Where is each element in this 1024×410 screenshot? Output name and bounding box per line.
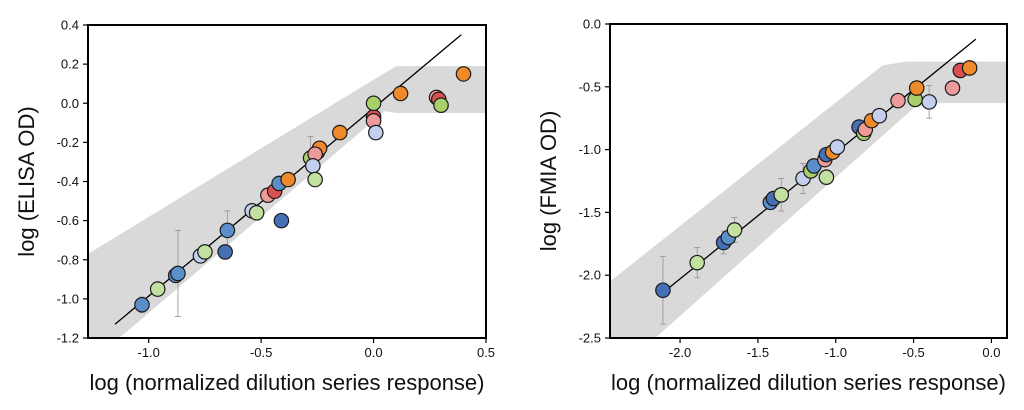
data-point xyxy=(890,92,906,109)
data-point xyxy=(305,158,321,174)
data-point xyxy=(908,80,925,96)
x-tick-label: -0.5 xyxy=(902,345,924,360)
x-axis-label: log (normalized dilution series response… xyxy=(90,370,485,395)
data-point xyxy=(961,60,978,76)
data-point xyxy=(829,139,846,155)
fmia-plot-area xyxy=(610,38,1007,338)
y-tick-label: -1.0 xyxy=(57,291,79,306)
data-point xyxy=(332,124,348,141)
x-tick-label: -2.0 xyxy=(669,345,691,360)
x-tick-label: -1.5 xyxy=(747,345,769,360)
y-axis-label: log (ELISA OD) xyxy=(14,106,39,256)
y-tick-label: -0.2 xyxy=(57,135,79,150)
data-point xyxy=(307,171,323,188)
y-tick-label: -0.4 xyxy=(57,174,79,189)
elisa-plot-area xyxy=(88,34,486,338)
x-tick-label: 0.0 xyxy=(365,345,383,360)
y-tick-label: -1.0 xyxy=(579,142,601,157)
x-tick-label: 0.5 xyxy=(477,345,495,360)
x-tick-label: -0.5 xyxy=(250,345,272,360)
y-axis-label: log (FMIA OD) xyxy=(536,111,561,252)
y-tick-label: -1.5 xyxy=(579,205,601,220)
y-tick-label: -2.5 xyxy=(579,331,601,346)
data-point xyxy=(134,296,150,313)
x-tick-label: -1.0 xyxy=(825,345,847,360)
data-point xyxy=(219,222,236,239)
data-point xyxy=(149,281,166,297)
y-tick-label: -1.2 xyxy=(57,331,79,346)
fmia-scatter-plot: -2.0 -1.5 -1.0 -0.5 0.0 -2.5 -2.0 -1.5 -1.0 -0.5 0… xyxy=(536,17,1008,395)
elisa-scatter-plot: -1.0 -0.5 0.0 0.5 -1.2 -1.0 -0.8 -0.6 -0.4 -0.2 0.… xyxy=(14,18,495,396)
data-point xyxy=(433,97,449,114)
data-point xyxy=(773,187,790,203)
data-point xyxy=(726,222,743,238)
data-point xyxy=(273,212,290,229)
y-tick-label: -0.6 xyxy=(57,213,79,228)
y-tick-label: 0.0 xyxy=(583,17,601,32)
data-point xyxy=(921,94,937,110)
data-point xyxy=(655,282,671,299)
y-tick-label: -2.0 xyxy=(579,268,601,283)
data-point xyxy=(455,66,472,82)
data-point xyxy=(170,265,186,282)
data-point xyxy=(818,169,835,186)
confidence-band xyxy=(610,61,1007,338)
y-tick-label: 0.2 xyxy=(61,57,79,72)
data-point xyxy=(392,85,409,102)
data-point xyxy=(248,205,265,221)
data-point xyxy=(368,124,384,141)
fmia-axes-frame xyxy=(609,23,1008,339)
data-point xyxy=(365,95,382,112)
data-point xyxy=(871,107,888,124)
x-axis-label: log (normalized dilution series response… xyxy=(611,370,1006,395)
y-tick-label: 0.0 xyxy=(61,96,79,111)
data-point xyxy=(197,244,213,260)
data-point xyxy=(217,244,233,260)
y-tick-label: -0.5 xyxy=(579,79,601,94)
y-tick-label: 0.4 xyxy=(61,18,79,33)
x-tick-label: 0.0 xyxy=(982,345,1000,360)
y-tick-label: -0.8 xyxy=(57,252,79,267)
data-point xyxy=(689,254,705,271)
data-point xyxy=(944,80,961,96)
confidence-band xyxy=(88,66,486,338)
x-tick-label: -1.0 xyxy=(138,345,160,360)
data-point xyxy=(280,171,296,188)
